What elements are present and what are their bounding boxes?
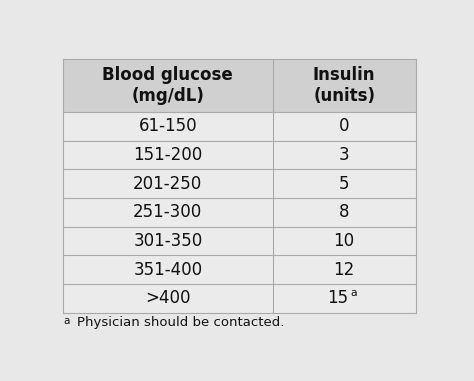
- Text: 201-250: 201-250: [133, 174, 202, 193]
- Text: 5: 5: [339, 174, 349, 193]
- Bar: [273, 59, 416, 112]
- Bar: [273, 227, 416, 255]
- Bar: [63, 227, 273, 255]
- Bar: [273, 112, 416, 141]
- Text: Physician should be contacted.: Physician should be contacted.: [77, 315, 284, 329]
- Text: 3: 3: [339, 146, 349, 164]
- Text: 251-300: 251-300: [133, 203, 202, 221]
- Bar: [63, 59, 273, 112]
- Bar: [63, 141, 273, 169]
- Bar: [63, 112, 273, 141]
- Text: Insulin
(units): Insulin (units): [313, 66, 375, 105]
- Text: 61-150: 61-150: [138, 117, 197, 135]
- Text: 301-350: 301-350: [133, 232, 202, 250]
- Bar: [273, 198, 416, 227]
- Text: Blood glucose
(mg/dL): Blood glucose (mg/dL): [102, 66, 233, 105]
- Bar: [273, 169, 416, 198]
- Text: 151-200: 151-200: [133, 146, 202, 164]
- Bar: [63, 169, 273, 198]
- Bar: [63, 255, 273, 284]
- Text: 12: 12: [334, 261, 355, 279]
- Text: a: a: [350, 288, 356, 298]
- Bar: [63, 198, 273, 227]
- Bar: [273, 255, 416, 284]
- Bar: [63, 284, 273, 313]
- Bar: [273, 284, 416, 313]
- Text: 8: 8: [339, 203, 349, 221]
- Text: 15: 15: [327, 289, 348, 307]
- Text: a: a: [63, 315, 69, 326]
- Text: 0: 0: [339, 117, 349, 135]
- Bar: [273, 141, 416, 169]
- Text: 10: 10: [334, 232, 355, 250]
- Text: 351-400: 351-400: [133, 261, 202, 279]
- Text: >400: >400: [145, 289, 191, 307]
